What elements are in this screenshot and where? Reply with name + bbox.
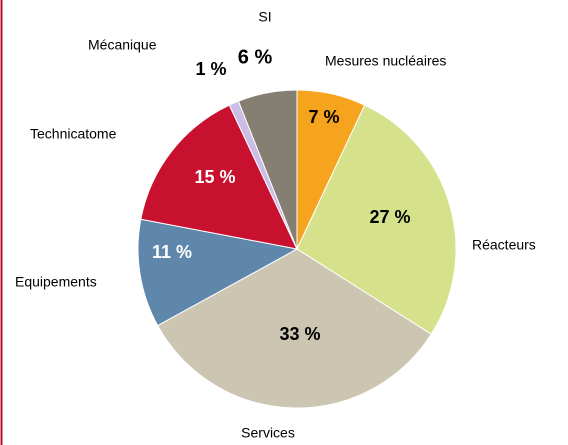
value-label: 7 % <box>308 107 339 127</box>
pie-slice <box>140 104 298 250</box>
value-label: 6 % <box>238 46 273 68</box>
pie-slice <box>156 248 432 409</box>
category-label: Mécanique <box>88 37 157 53</box>
category-label: Services <box>241 425 295 441</box>
category-label: SI <box>258 9 271 25</box>
value-label: 33 % <box>279 324 320 344</box>
value-label: 11 % <box>152 242 192 262</box>
pie-slice <box>296 104 457 335</box>
category-label: Technicatome <box>30 126 117 142</box>
value-label: 1 % <box>195 59 226 79</box>
category-label: Mesures nucléaires <box>325 53 446 69</box>
value-label: 27 % <box>369 207 410 227</box>
pie-slice <box>137 218 299 327</box>
value-label: 15 % <box>194 167 235 187</box>
pie-slice <box>237 89 298 250</box>
category-label: Equipements <box>15 274 97 290</box>
category-label: Réacteurs <box>472 237 536 253</box>
